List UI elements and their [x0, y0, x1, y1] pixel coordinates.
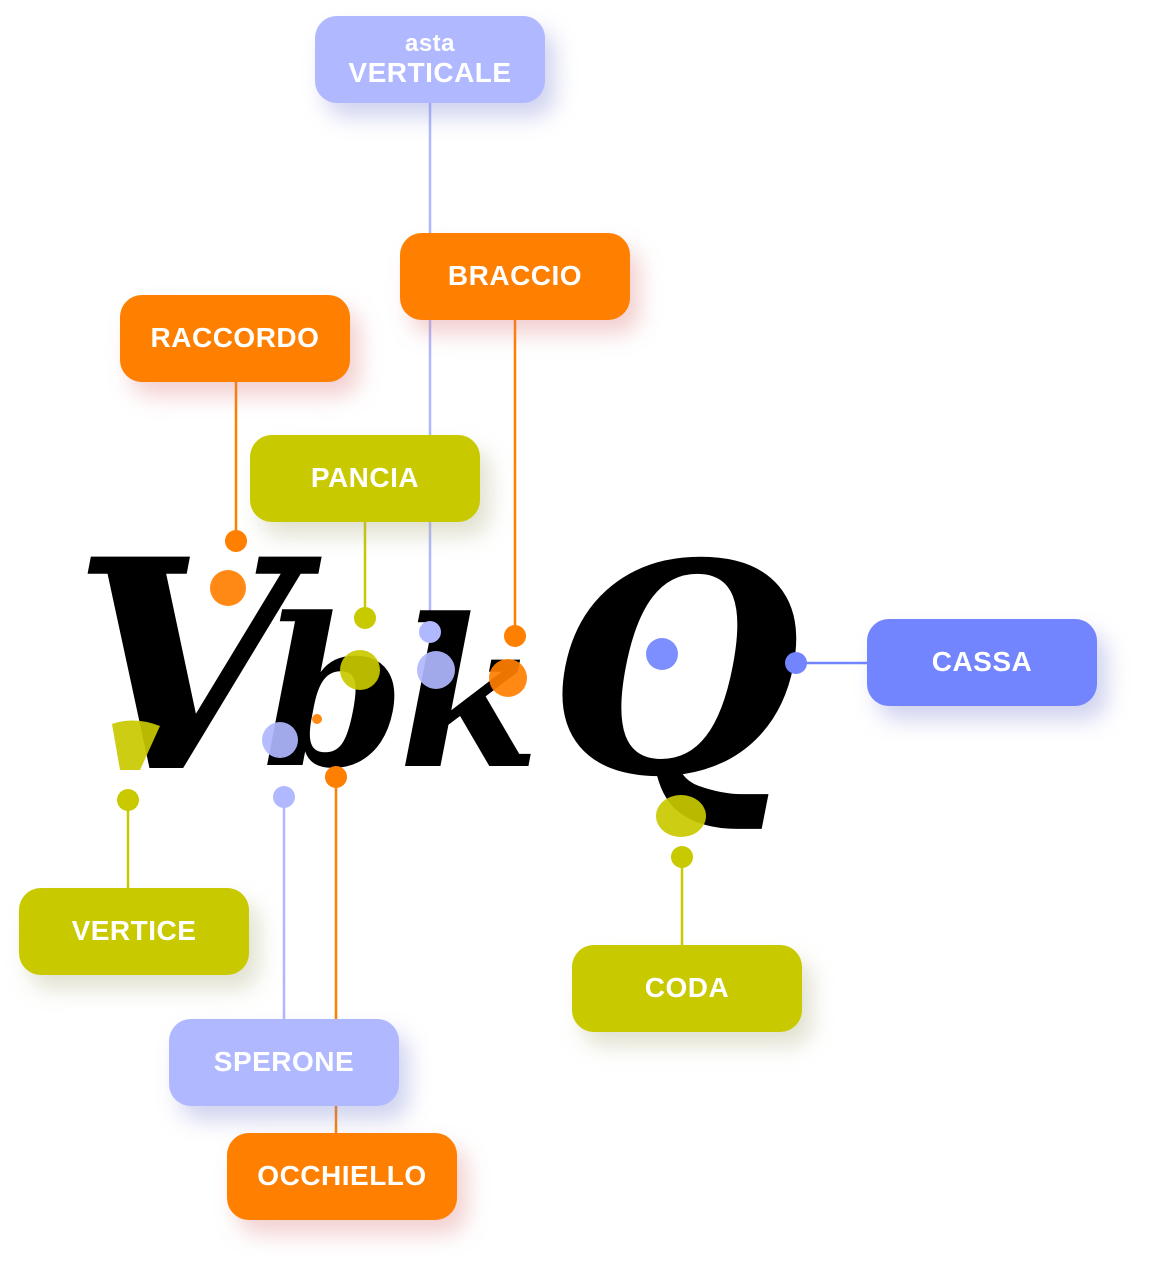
dot-braccio: [504, 625, 526, 647]
label-cassa-text: CASSA: [931, 646, 1033, 678]
highlight-blobs: [112, 570, 706, 837]
label-raccordo: RACCORDO: [120, 295, 350, 382]
label-coda-text: CODA: [644, 972, 730, 1004]
dot-sperone: [273, 786, 295, 808]
label-cassa: CASSA: [867, 619, 1097, 706]
blob-pancia: [340, 650, 380, 690]
label-pancia: PANCIA: [250, 435, 480, 522]
blob-raccordo: [210, 570, 246, 606]
dot-pancia: [354, 607, 376, 629]
dot-coda: [671, 846, 693, 868]
label-sperone: SPERONE: [169, 1019, 399, 1106]
label-braccio: BRACCIO: [400, 233, 630, 320]
label-braccio-text: BRACCIO: [447, 260, 583, 292]
dot-asta-verticale: [419, 621, 441, 643]
blob-braccio: [489, 659, 527, 697]
glyph-k: k: [398, 575, 540, 815]
blob-coda: [656, 795, 706, 837]
blob-vertice: [112, 720, 160, 770]
blob-sperone: [262, 722, 298, 758]
label-vertice-text: VERTICE: [71, 915, 197, 947]
label-raccordo-text: RACCORDO: [150, 322, 320, 354]
dot-occhiello: [325, 766, 347, 788]
label-sperone-text: SPERONE: [213, 1046, 355, 1078]
label-pancia-text: PANCIA: [310, 462, 420, 494]
dot-cassa: [785, 652, 807, 674]
label-asta-verticale-line1: asta: [404, 29, 456, 57]
blob-cassa: [646, 638, 678, 670]
glyph-v: V: [72, 497, 326, 837]
pointer-dots: [117, 530, 807, 868]
label-asta-verticale: asta VERTICALE: [315, 16, 545, 103]
blob-asta: [417, 651, 455, 689]
blob-occhiello: [312, 714, 322, 724]
label-coda: CODA: [572, 945, 802, 1032]
dot-raccordo: [225, 530, 247, 552]
dot-vertice: [117, 789, 139, 811]
label-occhiello-text: OCCHIELLO: [257, 1160, 427, 1192]
label-vertice: VERTICE: [19, 888, 249, 975]
glyph-q: Q: [548, 501, 801, 841]
label-asta-verticale-line2: VERTICALE: [348, 57, 512, 89]
label-occhiello: OCCHIELLO: [227, 1133, 457, 1220]
